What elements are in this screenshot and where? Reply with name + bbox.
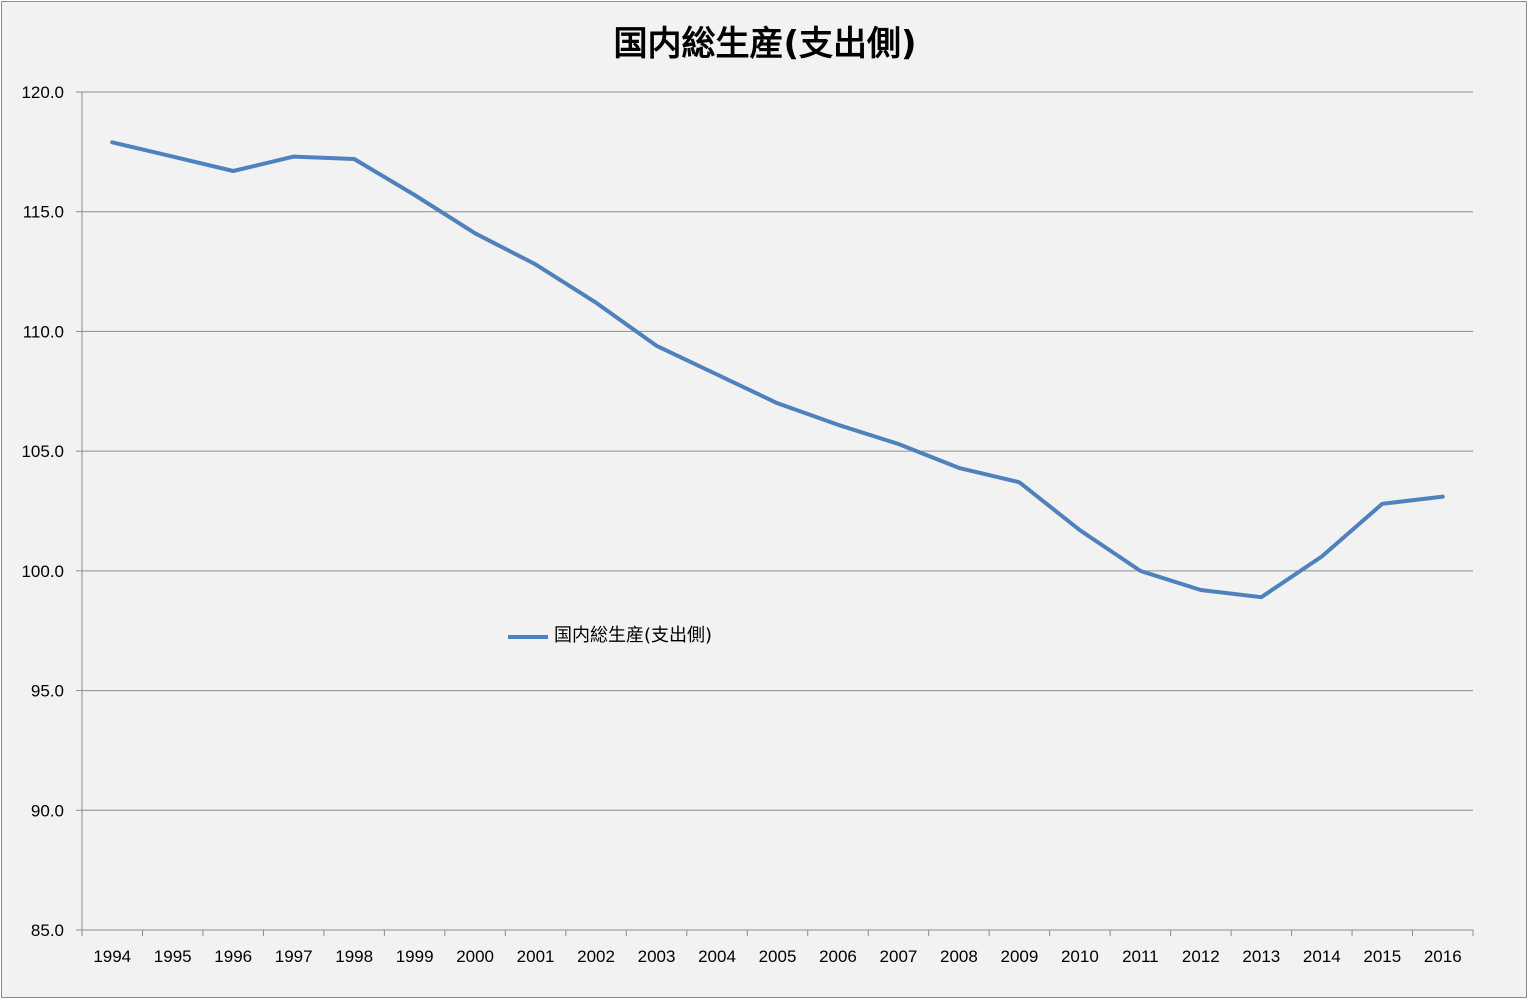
x-tick-label: 2000 <box>456 947 494 966</box>
axes <box>81 92 1474 936</box>
y-tick-label: 85.0 <box>31 921 64 940</box>
x-tick-label: 1995 <box>154 947 192 966</box>
x-tick-label: 2003 <box>638 947 676 966</box>
y-tick-label: 100.0 <box>21 562 64 581</box>
x-tick-label: 2006 <box>819 947 857 966</box>
x-tick-label: 2012 <box>1182 947 1220 966</box>
y-tick-label: 105.0 <box>21 442 64 461</box>
chart-title: 国内総生産(支出側) <box>613 24 916 64</box>
y-tick-labels: 120.0 115.0 110.0 105.0 100.0 95.0 90.0 85.0 <box>21 83 64 940</box>
x-tick-label: 2014 <box>1303 947 1341 966</box>
x-tick-label: 2009 <box>1000 947 1038 966</box>
x-tick-label: 2016 <box>1424 947 1462 966</box>
x-tick-label: 2010 <box>1061 947 1099 966</box>
x-tick-label: 2002 <box>577 947 615 966</box>
x-tick-label: 1996 <box>214 947 252 966</box>
legend-label: 国内総生産(支出側) <box>554 625 712 646</box>
x-tick-label: 1997 <box>275 947 313 966</box>
x-tick-label: 2007 <box>880 947 918 966</box>
x-tick-label: 2015 <box>1363 947 1401 966</box>
x-tick-label: 2011 <box>1122 947 1159 966</box>
x-tick-label: 1998 <box>335 947 373 966</box>
gridlines <box>76 91 1473 931</box>
y-tick-label: 95.0 <box>31 682 64 701</box>
y-tick-label: 90.0 <box>31 801 64 820</box>
y-tick-label: 120.0 <box>21 83 64 102</box>
y-tick-label: 115.0 <box>23 203 64 222</box>
legend: 国内総生産(支出側) <box>508 625 712 646</box>
x-tick-labels: 1994 1995 1996 1997 1998 1999 2000 2001 2002 2003… <box>93 947 1461 966</box>
x-tick-label: 2001 <box>517 947 555 966</box>
x-tick-label: 1999 <box>396 947 434 966</box>
x-tick-label: 2008 <box>940 947 978 966</box>
x-tick-label: 2004 <box>698 947 736 966</box>
x-tick-label: 1994 <box>93 947 131 966</box>
series-layer <box>110 140 1445 600</box>
x-tick-label: 2005 <box>759 947 797 966</box>
x-tick-label: 2013 <box>1242 947 1280 966</box>
y-tick-label: 110.0 <box>23 322 64 341</box>
series-line <box>110 140 1445 600</box>
